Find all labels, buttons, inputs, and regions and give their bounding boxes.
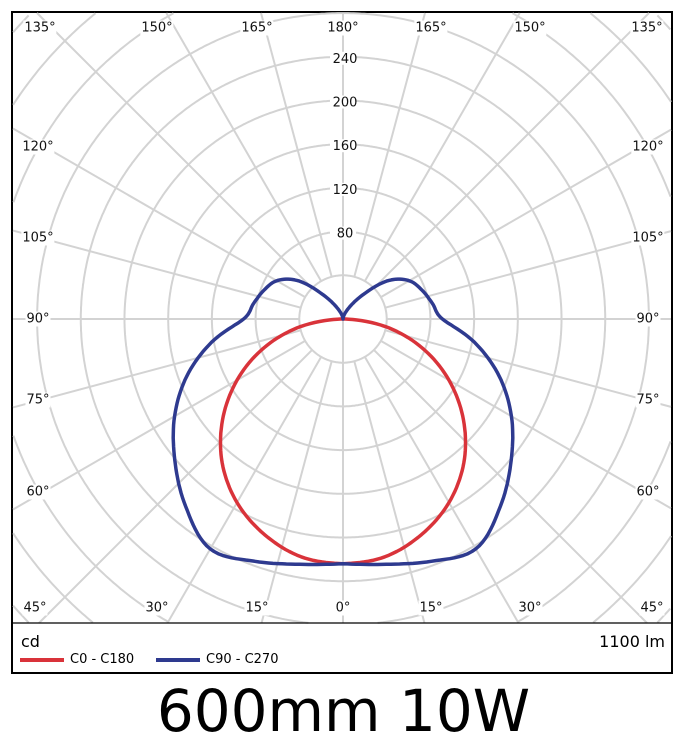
angle-label: 135° xyxy=(630,20,664,36)
angle-label: 15° xyxy=(244,600,270,616)
radial-tick-label: 120 xyxy=(333,183,358,198)
grid-spoke xyxy=(12,339,306,511)
grid-spoke xyxy=(363,356,520,624)
angle-label: 30° xyxy=(144,600,170,616)
angle-label: 120° xyxy=(631,139,665,155)
legend-label-c0: C0 - C180 xyxy=(70,652,135,667)
angle-label: 135° xyxy=(23,20,57,36)
angle-label: 150° xyxy=(140,20,174,36)
grid-spoke xyxy=(12,127,306,299)
legend-item-c0: C0 - C180 xyxy=(20,652,134,667)
legend-swatch-c0 xyxy=(20,657,64,662)
legend-label-c90: C90 - C270 xyxy=(206,652,279,667)
grid-spoke xyxy=(353,360,426,624)
angle-label: 60° xyxy=(635,484,661,500)
angle-label: 15° xyxy=(418,600,444,616)
grid-spoke xyxy=(166,356,323,624)
angle-label: 90° xyxy=(25,311,51,327)
grid-spoke xyxy=(384,329,672,408)
angle-label: 165° xyxy=(240,20,274,36)
angle-label: 105° xyxy=(631,230,665,246)
grid-spoke xyxy=(260,12,333,278)
angle-label: 90° xyxy=(635,311,661,327)
grid-spoke xyxy=(373,12,650,289)
angle-label: 165° xyxy=(414,20,448,36)
angle-label: 60° xyxy=(25,484,51,500)
unit-label: cd xyxy=(21,632,40,651)
angle-label: 120° xyxy=(21,139,55,155)
angle-label: 180° xyxy=(326,20,360,36)
grid-spoke xyxy=(380,128,672,299)
angle-label: 75° xyxy=(25,392,51,408)
grid-spoke xyxy=(353,12,426,278)
radial-tick-label: 80 xyxy=(337,227,354,242)
radial-tick-label: 240 xyxy=(333,52,358,67)
grid-spoke xyxy=(384,230,672,309)
grid-spoke xyxy=(260,360,333,624)
grid-spoke xyxy=(12,329,302,409)
angle-label: 150° xyxy=(513,20,547,36)
legend-swatch-c90 xyxy=(156,657,200,662)
legend-item-c90: C90 - C270 xyxy=(156,652,278,667)
chart-title: 600mm 10W xyxy=(156,677,531,745)
grid-circle xyxy=(12,12,672,624)
chart-frame xyxy=(11,11,673,674)
grid-spoke xyxy=(36,12,313,289)
series-curve-c90-c270 xyxy=(171,277,515,567)
angle-label: 45° xyxy=(22,600,48,616)
grid-circle xyxy=(12,12,672,623)
grid-spoke xyxy=(12,229,302,309)
radial-tick-label: 160 xyxy=(333,139,358,154)
grid-spoke xyxy=(363,12,521,282)
grid-spoke xyxy=(380,339,672,510)
grid-circle xyxy=(12,14,672,624)
radial-tick-label: 200 xyxy=(333,96,358,111)
angle-label: 0° xyxy=(334,600,352,616)
angle-label: 45° xyxy=(639,600,665,616)
angle-label: 105° xyxy=(21,230,55,246)
angle-label: 75° xyxy=(635,392,661,408)
grid-spoke xyxy=(38,349,313,624)
angle-label: 30° xyxy=(517,600,543,616)
grid-spoke xyxy=(373,349,648,624)
grid-spoke xyxy=(165,12,323,282)
flux-label: 1100 lm xyxy=(599,632,665,651)
